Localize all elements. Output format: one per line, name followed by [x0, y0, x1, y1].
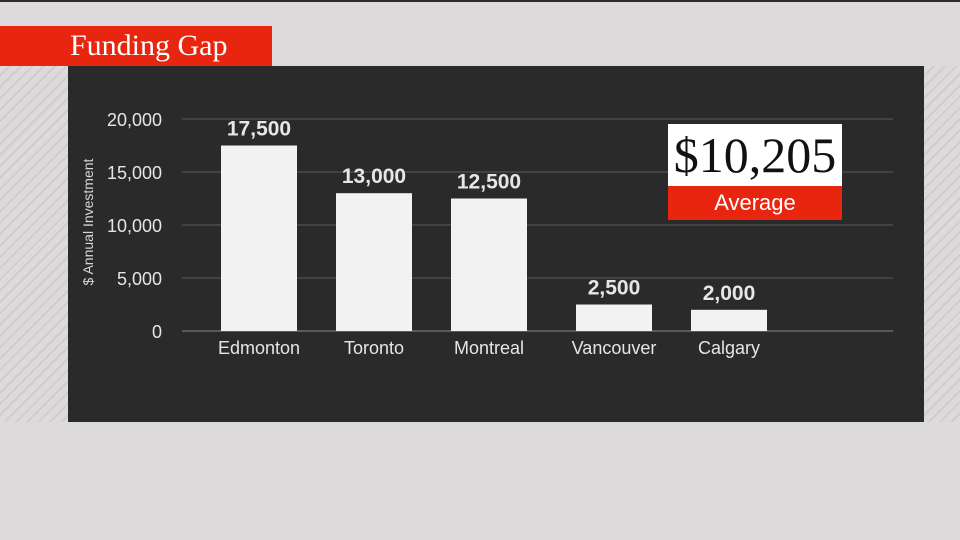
- average-value: $10,205: [668, 124, 842, 186]
- data-label: 2,500: [588, 277, 641, 300]
- data-label: 13,000: [342, 165, 406, 188]
- title-banner: Funding Gap: [0, 26, 272, 66]
- y-tick-label: 20,000: [107, 110, 162, 130]
- x-tick-label: Montreal: [454, 338, 524, 358]
- hatch-pattern-left: [0, 66, 68, 422]
- x-axis-labels: Edmonton Toronto Montreal Vancouver Calgary: [218, 338, 760, 358]
- bar: [576, 304, 652, 331]
- x-tick-label: Toronto: [344, 338, 404, 358]
- y-axis-ticks: 0 5,000 10,000 15,000 20,000: [107, 110, 162, 342]
- data-labels: 17,500 13,000 12,500 2,500 2,000: [227, 118, 755, 305]
- x-tick-label: Calgary: [698, 338, 760, 358]
- bar: [336, 193, 412, 331]
- data-label: 17,500: [227, 118, 291, 141]
- bars: [221, 145, 767, 331]
- y-tick-label: 10,000: [107, 216, 162, 236]
- data-label: 12,500: [457, 171, 521, 194]
- hatch-pattern-right: [924, 66, 960, 422]
- gridlines: [182, 118, 893, 332]
- y-tick-label: 5,000: [117, 269, 162, 289]
- data-label: 2,000: [703, 282, 756, 305]
- bar: [451, 198, 527, 331]
- average-label: Average: [668, 186, 842, 220]
- y-tick-label: 15,000: [107, 163, 162, 183]
- y-axis-label: $ Annual Investment: [80, 158, 96, 285]
- x-tick-label: Vancouver: [572, 338, 657, 358]
- y-tick-label: 0: [152, 322, 162, 342]
- bar: [221, 145, 297, 331]
- top-border: [0, 0, 960, 2]
- page-title: Funding Gap: [70, 29, 228, 62]
- x-tick-label: Edmonton: [218, 338, 300, 358]
- average-callout: $10,205 Average: [668, 124, 842, 220]
- bar: [691, 309, 767, 331]
